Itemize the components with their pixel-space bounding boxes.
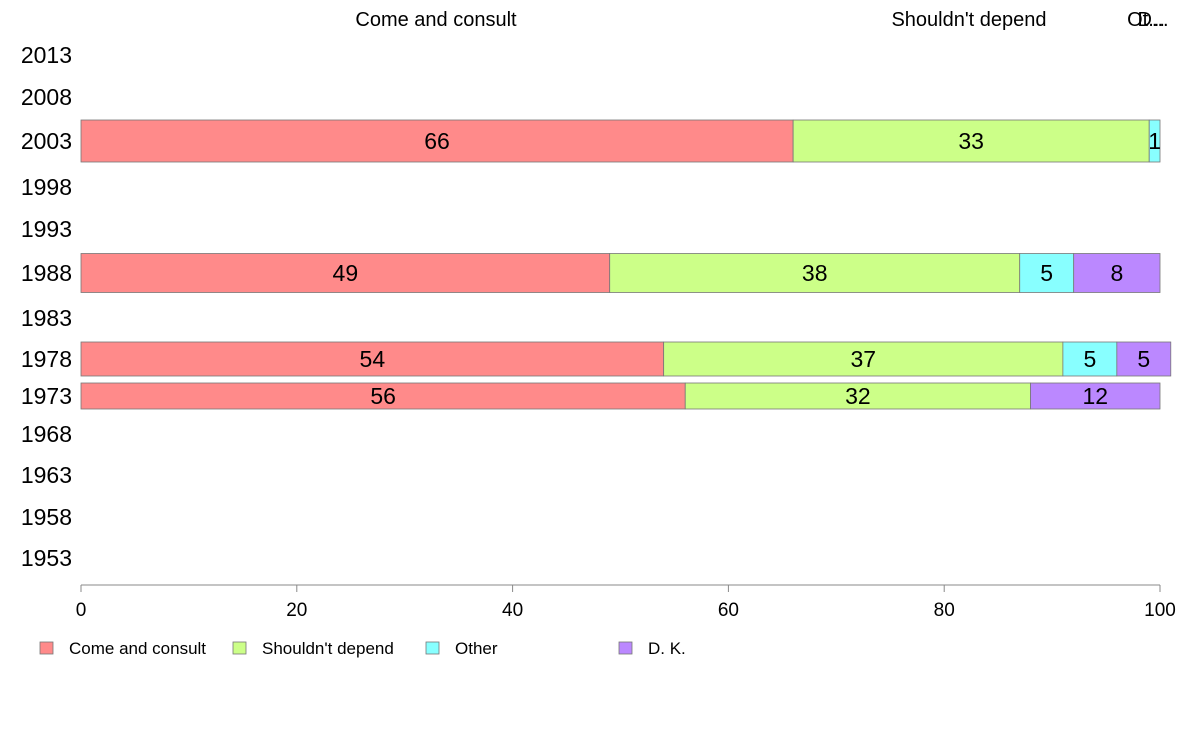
y-label-1968: 1968 [21,421,72,447]
x-tick-label-0: 0 [76,600,87,621]
legend-label-3: D. K. [648,639,686,658]
bar-1973-3 [1030,382,1161,410]
y-label-1953: 1953 [21,545,72,571]
x-tick-label-40: 40 [502,600,523,621]
bar-1978-0 [80,341,665,377]
x-tick-label-100: 100 [1144,600,1176,621]
bar-label-1978-1: 37 [850,346,876,372]
top-label-2: Ot... [1127,9,1165,31]
y-label-1993: 1993 [21,216,72,242]
bar-label-2003-0: 66 [424,128,450,154]
legend-swatch-0 [39,641,54,655]
x-tick-label-80: 80 [934,600,955,621]
legend-label-2: Other [455,639,498,658]
bar-1973-1 [684,382,1031,410]
bar-2003-2 [1148,119,1161,163]
top-series-labels: Come and consult Shouldn't depend Ot...D..… [355,9,1168,31]
bar-1973-0 [80,382,686,410]
bar-2003-1 [792,119,1150,163]
bar-label-1988-2: 5 [1040,260,1053,286]
bar-1978-1 [663,341,1064,377]
x-tick-label-20: 20 [286,600,307,621]
bar-1988-0 [80,253,611,293]
bar-1978-3 [1116,341,1172,377]
legend-swatch-2 [425,641,440,655]
y-label-1963: 1963 [21,462,72,488]
y-axis-labels: 2013 2008 2003 1998 1993 1988 1983 1978 1973 1968… [21,42,72,571]
bar-label-1988-1: 38 [802,260,828,286]
legend-label-0: Come and consult [69,639,206,658]
y-label-1988: 1988 [21,260,72,286]
legend: Come and consult Shouldn't depend Other D. … [39,639,686,658]
x-axis: 0 20 40 60 80 100 [76,584,1176,621]
bar-label-1978-0: 54 [360,346,386,372]
y-label-1978: 1978 [21,346,72,372]
y-label-1983: 1983 [21,305,72,331]
y-label-2013: 2013 [21,42,72,68]
y-label-1958: 1958 [21,504,72,530]
legend-label-1: Shouldn't depend [262,639,394,658]
bar-label-1978-2: 5 [1083,346,1096,372]
y-label-1973: 1973 [21,383,72,409]
bar-1978-2 [1062,341,1118,377]
legend-swatch-3 [618,641,633,655]
bar-1988-3 [1073,253,1161,293]
x-tick-label-60: 60 [718,600,739,621]
bar-1988-2 [1019,253,1075,293]
bar-label-1973-1: 32 [845,383,871,409]
bar-label-2003-1: 33 [958,128,984,154]
bar-label-1973-0: 56 [370,383,396,409]
top-label-3: D... [1137,9,1168,31]
top-label-1: Shouldn't depend [891,9,1046,31]
legend-swatch-1 [232,641,247,655]
bar-label-1973-3: 12 [1082,383,1108,409]
top-label-0: Come and consult [355,9,517,31]
bars: 66 33 1 49 38 5 8 54 37 5 5 56 32 12 [80,119,1172,410]
bar-label-2003-2: 1 [1148,128,1161,154]
bar-label-1978-3: 5 [1137,346,1150,372]
y-label-1998: 1998 [21,174,72,200]
y-label-2003: 2003 [21,128,72,154]
bar-label-1988-0: 49 [333,260,359,286]
bar-1988-1 [609,253,1021,293]
bar-label-1988-3: 8 [1110,260,1123,286]
y-label-2008: 2008 [21,84,72,110]
